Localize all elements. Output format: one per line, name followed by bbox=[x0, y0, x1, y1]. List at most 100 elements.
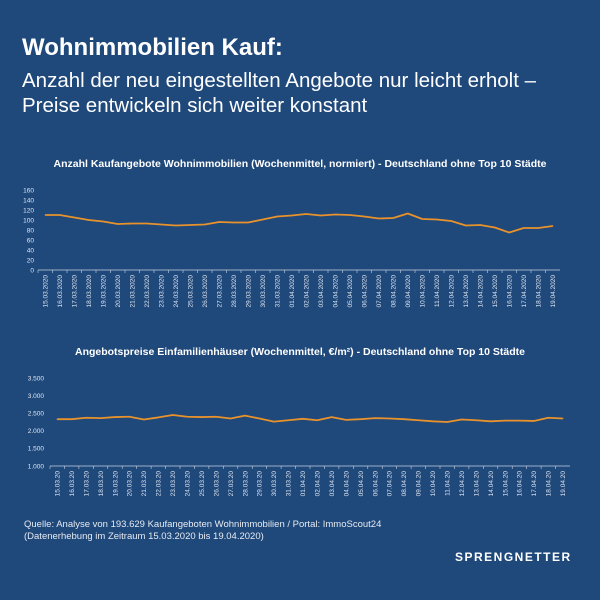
x-tick-label: 18.04.20 bbox=[546, 471, 553, 497]
x-tick-label: 21.03.20 bbox=[141, 471, 148, 497]
x-tick-label: 01.04.20 bbox=[300, 471, 307, 497]
data-point bbox=[392, 217, 394, 219]
data-point bbox=[479, 224, 481, 226]
x-tick-label: 04.04.20 bbox=[343, 471, 350, 497]
data-point bbox=[421, 218, 423, 220]
x-tick-label: 28.03.2020 bbox=[231, 275, 238, 308]
x-tick-label: 16.04.20 bbox=[517, 471, 524, 497]
x-tick-label: 27.03.2020 bbox=[217, 275, 224, 308]
x-tick-label: 29.03.2020 bbox=[246, 275, 253, 308]
sprengnetter-logo: SPRENGNETTER bbox=[455, 550, 572, 564]
data-point bbox=[388, 417, 391, 420]
y-tick-label: 120 bbox=[23, 207, 34, 214]
x-tick-label: 26.03.2020 bbox=[202, 275, 209, 308]
x-tick-label: 09.04.20 bbox=[416, 471, 423, 497]
x-tick-label: 20.03.2020 bbox=[115, 275, 122, 308]
x-tick-label: 27.03.20 bbox=[228, 471, 235, 497]
x-tick-label: 24.03.20 bbox=[185, 471, 192, 497]
x-tick-label: 07.04.20 bbox=[387, 471, 394, 497]
x-tick-label: 02.04.20 bbox=[315, 471, 322, 497]
x-tick-label: 19.03.20 bbox=[112, 471, 119, 497]
y-tick-label: 0 bbox=[30, 267, 34, 274]
x-tick-label: 16.03.20 bbox=[69, 471, 76, 497]
data-point bbox=[215, 416, 217, 418]
x-tick-label: 28.03.20 bbox=[242, 471, 249, 497]
x-tick-label: 09.04.2020 bbox=[405, 275, 412, 308]
data-point bbox=[114, 416, 116, 418]
x-tick-label: 23.03.2020 bbox=[159, 275, 166, 308]
source-note: Quelle: Analyse von 193.629 Kaufangebote… bbox=[24, 519, 381, 543]
x-tick-label: 17.03.20 bbox=[83, 471, 90, 497]
series-line bbox=[45, 212, 553, 234]
data-point bbox=[374, 417, 376, 419]
data-point bbox=[518, 419, 521, 422]
data-point bbox=[547, 417, 549, 419]
data-point bbox=[88, 219, 90, 221]
x-tick-label: 08.04.20 bbox=[401, 471, 408, 497]
y-tick-label: 2.000 bbox=[28, 428, 45, 435]
data-point bbox=[146, 222, 148, 225]
period-text: (Datenerhebung im Zeitraum 15.03.2020 bi… bbox=[24, 531, 264, 542]
x-tick-label: 03.04.2020 bbox=[318, 275, 325, 308]
data-point bbox=[461, 418, 463, 421]
data-point bbox=[291, 214, 293, 217]
y-tick-label: 3.000 bbox=[28, 393, 45, 400]
x-tick-label: 07.04.2020 bbox=[376, 275, 383, 308]
x-tick-label: 03.04.20 bbox=[329, 471, 336, 497]
y-tick-label: 160 bbox=[23, 187, 34, 194]
y-tick-label: 20 bbox=[27, 257, 35, 264]
data-point bbox=[102, 220, 104, 223]
data-point bbox=[494, 226, 496, 229]
x-tick-label: 11.04.2020 bbox=[434, 275, 441, 307]
data-point bbox=[204, 223, 206, 226]
x-tick-label: 19.04.20 bbox=[560, 471, 567, 497]
data-point bbox=[131, 222, 133, 225]
data-point bbox=[489, 420, 492, 422]
x-tick-label: 18.03.2020 bbox=[86, 275, 93, 308]
y-tick-label: 40 bbox=[27, 247, 35, 254]
data-point bbox=[562, 417, 564, 420]
x-tick-label: 17.04.20 bbox=[531, 471, 538, 497]
data-point bbox=[247, 221, 249, 224]
y-tick-label: 3.500 bbox=[28, 375, 45, 382]
x-tick-label: 10.04.2020 bbox=[420, 275, 427, 308]
y-tick-label: 1.500 bbox=[28, 446, 45, 453]
x-tick-label: 30.03.20 bbox=[271, 471, 278, 497]
x-tick-label: 15.03.20 bbox=[55, 471, 62, 497]
data-point bbox=[305, 213, 307, 215]
data-point bbox=[186, 416, 188, 418]
x-tick-label: 05.04.20 bbox=[358, 471, 365, 497]
data-point bbox=[258, 417, 261, 420]
y-tick-label: 140 bbox=[23, 197, 34, 204]
data-point bbox=[172, 414, 174, 416]
page-subtitle: Anzahl der neu eingestellten Angebote nu… bbox=[22, 69, 537, 117]
data-point bbox=[71, 418, 73, 420]
data-point bbox=[273, 421, 275, 423]
x-tick-label: 31.03.2020 bbox=[275, 275, 282, 308]
data-point bbox=[504, 419, 506, 422]
data-point bbox=[44, 214, 46, 216]
data-point bbox=[262, 218, 264, 221]
data-point bbox=[73, 216, 75, 219]
data-point bbox=[523, 227, 525, 229]
x-tick-label: 15.04.2020 bbox=[492, 275, 499, 308]
x-tick-label: 06.04.20 bbox=[372, 471, 379, 497]
data-point bbox=[117, 223, 119, 225]
data-point bbox=[157, 416, 159, 419]
chart1-offers: 0 20 40 60 80 100 120 140 160 15.03.2020 16.03.202… bbox=[23, 187, 560, 308]
data-point bbox=[244, 415, 246, 417]
data-point bbox=[359, 418, 362, 420]
data-point bbox=[533, 420, 535, 422]
y-tick-label: 100 bbox=[23, 217, 34, 224]
data-point bbox=[56, 418, 58, 420]
x-tick-label: 08.04.2020 bbox=[391, 275, 398, 308]
data-point bbox=[276, 215, 278, 218]
data-point bbox=[508, 231, 510, 234]
data-point bbox=[349, 214, 351, 216]
data-point bbox=[537, 227, 539, 229]
y-tick-label: 2.500 bbox=[28, 411, 45, 418]
data-point bbox=[436, 218, 438, 221]
x-tick-label: 13.04.20 bbox=[473, 471, 480, 497]
x-tick-label: 22.03.2020 bbox=[144, 275, 151, 308]
page-title: Wohnimmobilien Kauf: bbox=[22, 34, 283, 61]
